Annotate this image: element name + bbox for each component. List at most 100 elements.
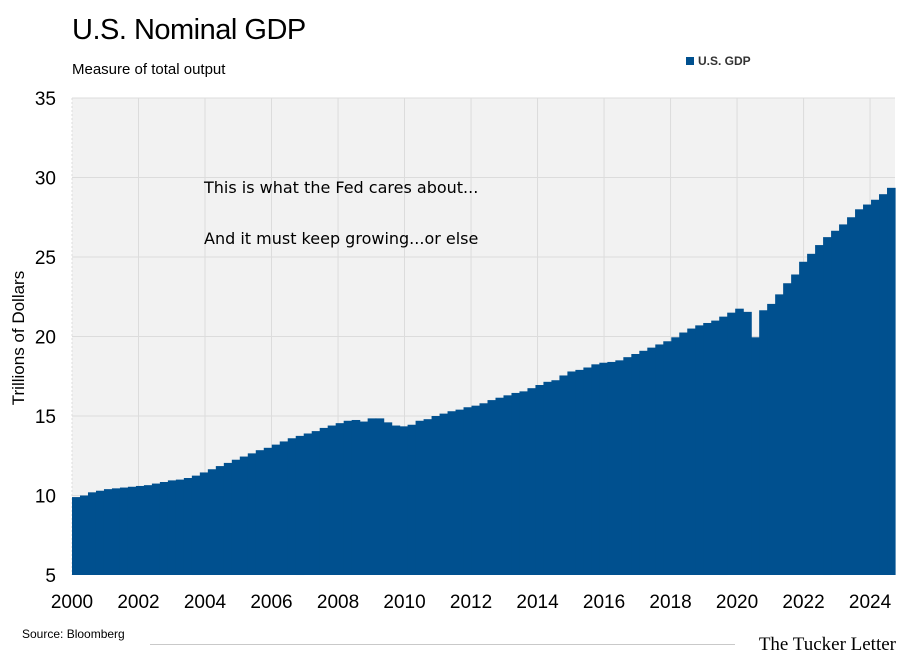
- gdp-bar: [479, 403, 489, 575]
- gdp-bar: [247, 453, 257, 575]
- gdp-bar: [87, 492, 97, 575]
- y-axis-label: Trillions of Dollars: [9, 271, 28, 405]
- gdp-bar: [367, 418, 377, 575]
- gdp-bar: [199, 472, 209, 575]
- gdp-bar: [263, 447, 273, 575]
- gdp-bar: [239, 456, 249, 575]
- gdp-bar: [159, 481, 169, 575]
- gdp-bar: [847, 217, 856, 575]
- gdp-bar: [343, 420, 353, 575]
- y-tick-label: 20: [35, 328, 56, 349]
- gdp-bar: [287, 438, 297, 575]
- gdp-bar: [215, 466, 225, 575]
- gdp-bar: [295, 435, 305, 576]
- gdp-bar: [271, 444, 281, 575]
- x-tick-label: 2022: [782, 592, 824, 613]
- gdp-bar: [567, 371, 576, 575]
- gdp-bar: [127, 486, 137, 575]
- gdp-bar: [775, 294, 784, 575]
- gdp-bar: [839, 224, 848, 575]
- y-tick-label: 10: [35, 487, 56, 508]
- gdp-bar: [863, 204, 872, 575]
- legend: U.S. GDP: [686, 54, 751, 68]
- gdp-bar: [831, 230, 840, 575]
- gdp-bar: [303, 433, 313, 575]
- gdp-bar: [591, 364, 600, 575]
- gdp-bar: [535, 385, 545, 575]
- gdp-bar: [72, 497, 81, 575]
- gdp-bar: [111, 488, 121, 575]
- gdp-bar: [615, 360, 624, 575]
- gdp-bar: [503, 395, 513, 575]
- gdp-bar: [671, 337, 680, 575]
- gdp-bar: [191, 475, 201, 576]
- gdp-bar: [255, 450, 265, 575]
- gdp-bar: [151, 483, 161, 575]
- chart-subtitle: Measure of total output: [72, 61, 226, 78]
- annotation-1: This is what the Fed cares about...: [203, 178, 478, 197]
- gdp-bar: [359, 421, 369, 575]
- gdp-bar: [599, 362, 608, 575]
- gdp-bar: [327, 425, 337, 575]
- gdp-bar: [823, 237, 832, 576]
- gdp-bar: [511, 392, 521, 575]
- x-tick-label: 2000: [51, 592, 93, 613]
- gdp-bar: [543, 381, 553, 575]
- gdp-bar: [783, 283, 792, 575]
- gdp-bar: [711, 320, 720, 575]
- x-tick-label: 2002: [117, 592, 159, 613]
- gdp-bar: [391, 425, 401, 575]
- gdp-bar: [727, 312, 736, 575]
- gdp-bar: [791, 274, 800, 575]
- gdp-bar: [143, 485, 153, 575]
- x-tick-label: 2016: [583, 592, 625, 613]
- gdp-bar: [663, 341, 672, 575]
- x-tick-label: 2018: [649, 592, 691, 613]
- gdp-bar: [647, 347, 656, 575]
- gdp-bar: [375, 418, 385, 575]
- gdp-bar: [439, 413, 449, 575]
- legend-label: U.S. GDP: [698, 54, 751, 68]
- x-tick-label: 2004: [184, 592, 227, 613]
- gdp-bar: [623, 357, 632, 575]
- gdp-bar: [167, 480, 177, 575]
- x-tick-label: 2024: [849, 592, 892, 613]
- gdp-bar: [399, 426, 409, 575]
- gdp-bar: [607, 361, 616, 575]
- gdp-bar: [207, 469, 217, 575]
- x-tick-label: 2008: [317, 592, 359, 613]
- gdp-bar: [351, 419, 361, 575]
- y-tick-label: 30: [35, 169, 56, 190]
- gdp-bar: [703, 322, 712, 575]
- source-note: Source: Bloomberg: [22, 627, 125, 641]
- gdp-bar: [807, 253, 816, 575]
- annotation-2: And it must keep growing...or else: [204, 229, 478, 248]
- gdp-bar: [519, 391, 529, 575]
- x-tick-label: 2010: [383, 592, 425, 613]
- gdp-bar: [871, 199, 880, 575]
- y-tick-label: 15: [35, 407, 56, 428]
- gdp-bar: [583, 367, 592, 575]
- gdp-bar: [487, 400, 497, 575]
- x-tick-label: 2014: [516, 592, 559, 613]
- gdp-bar: [743, 311, 752, 575]
- gdp-bar: [495, 397, 505, 575]
- gdp-bar: [575, 369, 584, 575]
- gdp-bar: [735, 308, 744, 575]
- gdp-bar: [751, 337, 760, 575]
- gdp-bar: [103, 489, 113, 575]
- gdp-bar: [887, 187, 896, 575]
- gdp-bar: [183, 478, 193, 575]
- gdp-bar: [559, 375, 568, 575]
- gdp-bar: [639, 350, 648, 575]
- gdp-bar: [471, 405, 481, 575]
- gdp-bar: [407, 424, 417, 575]
- y-tick-label: 5: [45, 566, 56, 587]
- gdp-bar: [655, 344, 664, 575]
- y-tick-label: 35: [35, 89, 56, 110]
- gdp-bar: [135, 485, 145, 575]
- gdp-bar: [447, 411, 457, 575]
- gdp-bar: [631, 353, 640, 575]
- gdp-bar: [311, 431, 321, 575]
